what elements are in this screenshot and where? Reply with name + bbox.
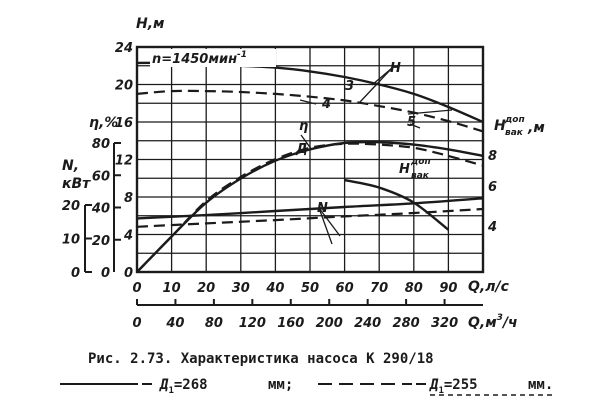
q-ls-tick-label: 90 [439, 281, 457, 296]
svg-text:Н: Н [399, 162, 410, 177]
h-curve-num-4: 4 [321, 97, 331, 112]
eta-axis-title: η,% [89, 115, 118, 131]
eta-axis-ticks: 80 60 40 20 0 [91, 137, 121, 281]
q-m3h-tick-label: 240 [354, 316, 381, 331]
q-ls-tick-label: 80 [405, 281, 423, 296]
n-curve-label: N [317, 201, 328, 216]
series-line-6 [344, 178, 450, 231]
n-tick-label: 10 [62, 233, 80, 248]
series-line-3 [136, 142, 484, 273]
eta-tick-label: 60 [92, 169, 110, 184]
leader-line [407, 109, 453, 115]
n-tick-label: 20 [62, 199, 80, 214]
h-tick-label: 0 [124, 266, 133, 281]
q-m3h-tick-label: 40 [165, 316, 184, 331]
figure-caption: Рис. 2.73. Характеристика насоса К 290/1… [88, 351, 434, 367]
series-line-2 [136, 140, 484, 273]
svg-text:вак: вак [505, 128, 524, 138]
h-tick-label: 12 [115, 154, 133, 169]
h-tick-label: 24 [115, 41, 133, 56]
right-tick-label: 4 [487, 220, 497, 235]
q-m3h-tick-label: 200 [316, 316, 343, 331]
q-m3h-tick-label: 120 [239, 316, 266, 331]
eta-tick-label: 20 [92, 234, 110, 249]
h-curve-num-3: 3 [345, 79, 354, 94]
right-hvak-label: Н доп вак ,м [494, 115, 545, 138]
plot-frame [135, 45, 485, 274]
legend-dashed-label: Д1=255 [429, 377, 478, 396]
q-ls-tick-label: 40 [265, 281, 284, 296]
n-axis-unit: кВт [62, 176, 91, 192]
q-m3h-tick-label: 80 [205, 316, 223, 331]
plot-grid [137, 47, 483, 272]
q-ls-tick-label: 50 [301, 281, 319, 296]
n-axis-title: N, [62, 158, 79, 174]
speed-label: n=1450мин-1 [150, 49, 276, 67]
leader-line [299, 99, 317, 105]
q-m3h-axis-title: Q,м3/ч [468, 313, 518, 331]
hvak-curve-label: Н доп вак [399, 157, 431, 181]
legend-units-2: мм. [528, 377, 553, 393]
h-tick-label: 20 [115, 79, 133, 94]
svg-text:Н: Н [494, 118, 506, 134]
h-curve-num-5: 5 [407, 115, 416, 130]
q-ls-tick-label: 70 [370, 281, 388, 296]
svg-text:,м: ,м [527, 120, 545, 136]
h-tick-label: 4 [123, 229, 133, 244]
series-line-1 [136, 89, 484, 133]
svg-text:доп: доп [504, 115, 525, 125]
q-ls-tick-label: 10 [163, 281, 181, 296]
leader-line [359, 67, 393, 103]
leader-line [409, 123, 421, 129]
q-ls-tick-label: 30 [232, 281, 250, 296]
eta-tick-label: 80 [92, 137, 110, 152]
svg-text:доп: доп [410, 157, 431, 167]
q-ls-axis-ticks: 0 10 20 30 40 50 60 70 80 90 [132, 281, 457, 296]
eta-tick-label: 40 [91, 202, 110, 217]
leader-line [318, 207, 341, 237]
right-axis-ticks: 8 6 4 [487, 149, 497, 235]
h-axis-ticks: 24 20 16 12 8 4 0 [115, 41, 133, 281]
svg-text:вак: вак [411, 171, 430, 181]
q-m3h-tick-label: 160 [277, 316, 304, 331]
legend-units: мм; [268, 377, 293, 393]
series-line-5 [136, 207, 484, 228]
leader-line [318, 207, 333, 245]
q-ls-tick-label: 20 [197, 281, 215, 296]
eta-tick-label: 0 [101, 266, 110, 281]
h-axis-title: Н,м [136, 16, 164, 32]
right-tick-label: 8 [488, 149, 497, 164]
q-m3h-axis-ticks: 0 40 80 120 160 200 240 280 320 [132, 299, 458, 331]
q-ls-tick-label: 0 [132, 281, 141, 296]
right-tick-label: 6 [488, 180, 497, 195]
leader-line [300, 134, 313, 151]
q-m3h-tick-label: 320 [431, 316, 458, 331]
q-m3h-tick-label: 0 [132, 316, 141, 331]
h-tick-label: 8 [124, 191, 133, 206]
solid-d-mark: Д [295, 142, 308, 157]
svg-text:n=1450мин-1: n=1450мин-1 [152, 50, 247, 67]
eta-curve-label: η [299, 119, 308, 134]
legend-solid-label: Д1=268 [159, 377, 208, 396]
series-line-4 [136, 197, 484, 220]
h-curve-label: Н [390, 61, 401, 76]
q-m3h-tick-label: 280 [393, 316, 420, 331]
q-ls-axis-title: Q,л/с [468, 279, 510, 295]
h-tick-label: 16 [115, 116, 133, 131]
n-tick-label: 0 [71, 266, 80, 281]
n-axis-ticks: 20 10 0 [62, 199, 92, 281]
q-ls-tick-label: 60 [336, 281, 354, 296]
legend-line: Д1=268 мм; Д1=255 мм. [60, 377, 556, 396]
